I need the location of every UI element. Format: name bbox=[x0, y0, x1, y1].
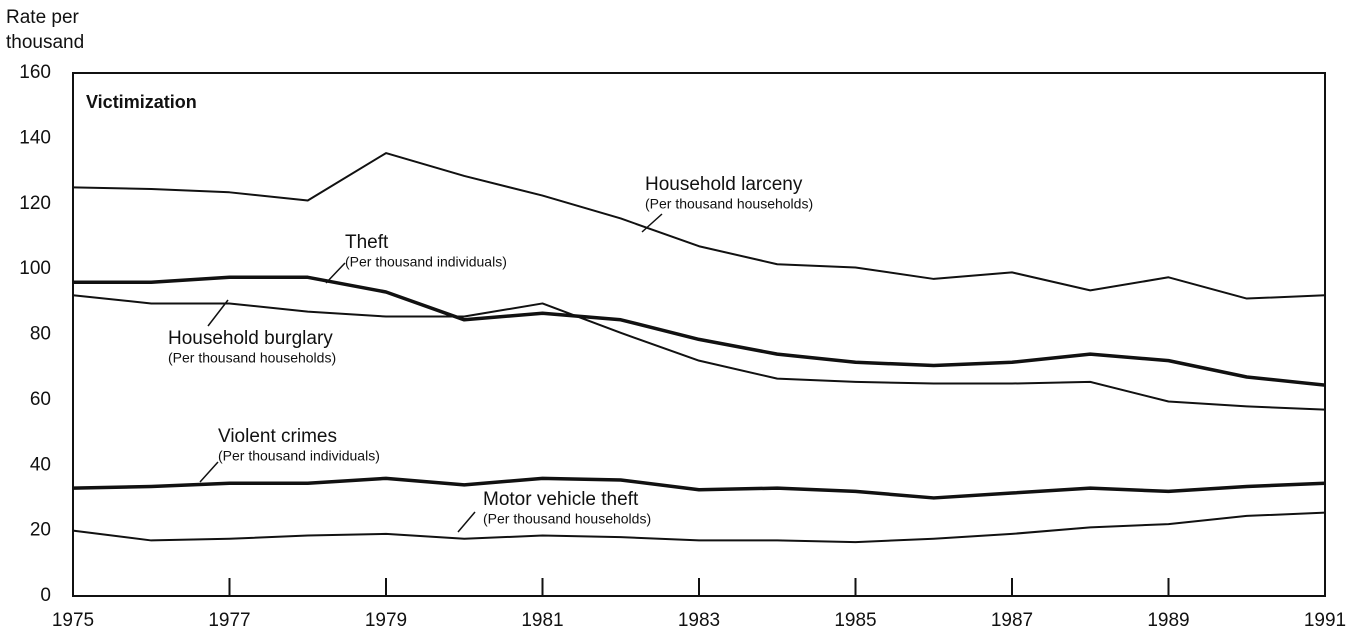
y-tick-label: 80 bbox=[30, 324, 51, 345]
x-tick-label: 1981 bbox=[521, 610, 563, 631]
series-label: Household burglary bbox=[168, 328, 333, 349]
x-tick-label: 1991 bbox=[1304, 610, 1346, 631]
series-note: (Per thousand households) bbox=[168, 350, 336, 366]
x-tick-label: 1989 bbox=[1147, 610, 1189, 631]
leader-line bbox=[457, 511, 476, 533]
series-note: (Per thousand individuals) bbox=[218, 448, 380, 464]
series-line bbox=[73, 275, 1326, 387]
leader-line bbox=[207, 299, 229, 327]
series-line bbox=[72, 476, 1326, 500]
y-tick-label: 100 bbox=[19, 258, 51, 279]
series-label: Theft bbox=[345, 232, 389, 253]
y-axis-label: Rate per bbox=[6, 7, 80, 28]
x-tick-label: 1987 bbox=[991, 610, 1033, 631]
y-tick-label: 20 bbox=[30, 520, 51, 541]
x-tick-label: 1977 bbox=[208, 610, 250, 631]
y-tick-label: 0 bbox=[40, 585, 51, 606]
y-tick-label: 120 bbox=[19, 193, 51, 214]
x-tick-label: 1985 bbox=[834, 610, 876, 631]
y-axis-label: thousand bbox=[6, 32, 84, 53]
series-line bbox=[72, 152, 1326, 300]
series-label: Violent crimes bbox=[218, 426, 337, 447]
series-label: Household larceny bbox=[645, 174, 803, 195]
leader-line bbox=[641, 213, 663, 233]
y-tick-label: 60 bbox=[30, 389, 51, 410]
series-note: (Per thousand households) bbox=[645, 196, 813, 212]
y-tick-label: 140 bbox=[19, 127, 51, 148]
series-line bbox=[72, 511, 1326, 544]
x-tick-label: 1983 bbox=[678, 610, 720, 631]
series-label: Motor vehicle theft bbox=[483, 489, 639, 510]
x-tick-label: 1975 bbox=[52, 610, 94, 631]
series-line bbox=[72, 294, 1326, 411]
series-note: (Per thousand individuals) bbox=[345, 254, 507, 270]
y-tick-label: 40 bbox=[30, 454, 51, 475]
series-note: (Per thousand households) bbox=[483, 511, 651, 527]
leader-line bbox=[325, 262, 346, 284]
chart-title: Victimization bbox=[86, 92, 197, 112]
leader-line bbox=[199, 461, 219, 483]
y-tick-label: 160 bbox=[19, 62, 51, 83]
x-tick-label: 1979 bbox=[365, 610, 407, 631]
